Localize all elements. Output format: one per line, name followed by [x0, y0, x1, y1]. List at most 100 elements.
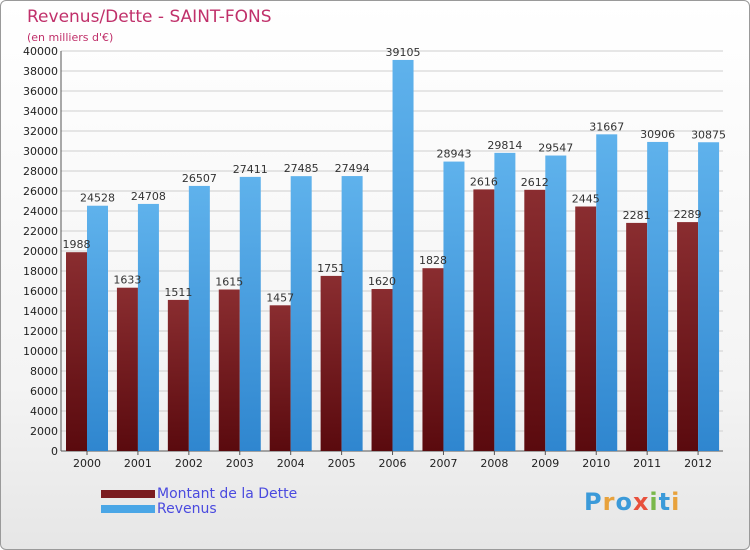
data-label-revenus-2003: 27411 — [233, 163, 268, 176]
bar-revenus-2009 — [545, 155, 567, 451]
bar-dette-2004 — [269, 305, 291, 451]
data-label-dette-2001: 1633 — [113, 274, 141, 287]
legend-swatch-dette — [101, 490, 155, 498]
x-tick-label-2007: 2007 — [429, 457, 457, 470]
bar-revenus-2010 — [596, 134, 618, 451]
bar-revenus-2001 — [137, 203, 159, 451]
y-tick-label: 28000 — [23, 165, 58, 178]
y-tick-label: 22000 — [23, 225, 58, 238]
bar-dette-2006 — [371, 289, 393, 451]
bar-revenus-2006 — [392, 59, 414, 451]
bar-dette-2009 — [524, 189, 546, 452]
bar-revenus-2008 — [494, 152, 516, 452]
y-tick-label: 2000 — [30, 425, 58, 438]
data-label-revenus-2001: 24708 — [131, 190, 166, 203]
chart-subtitle: (en milliers d'€) — [27, 31, 114, 44]
bar-dette-2001 — [116, 287, 138, 451]
bar-dette-2008 — [473, 189, 495, 451]
legend-label-revenus: Revenus — [157, 501, 217, 517]
logo-letter: i — [671, 488, 681, 516]
y-tick-label: 20000 — [23, 245, 58, 258]
logo-letter: x — [632, 488, 650, 516]
data-label-revenus-2008: 29814 — [487, 139, 522, 152]
data-label-revenus-2002: 26507 — [182, 172, 217, 185]
bar-revenus-2012 — [698, 142, 720, 451]
y-tick-label: 18000 — [23, 265, 58, 278]
x-axis: 2000 2001 2002 2003 2004 2005 2006 2007 2008 2009… — [73, 451, 712, 470]
data-label-dette-2007: 1828 — [419, 254, 447, 267]
bar-revenus-2002 — [188, 185, 210, 451]
x-tick-label-2002: 2002 — [175, 457, 203, 470]
bar-dette-2011 — [626, 222, 648, 451]
x-tick-label-2009: 2009 — [531, 457, 559, 470]
bar-dette-2005 — [320, 275, 342, 451]
x-tick-label-2010: 2010 — [582, 457, 610, 470]
data-label-revenus-2004: 27485 — [284, 162, 319, 175]
bars — [66, 59, 720, 452]
data-label-dette-2003: 1615 — [215, 276, 243, 289]
logo-letter: o — [615, 488, 633, 516]
bar-revenus-2011 — [647, 141, 669, 451]
data-label-revenus-2005: 27494 — [335, 162, 370, 175]
y-tick-label: 16000 — [23, 285, 58, 298]
y-tick-label: 36000 — [23, 85, 58, 98]
data-label-dette-2002: 1511 — [164, 286, 192, 299]
data-labels: 1988 24528 1633 24708 1511 26507 1615 27411 1457… — [63, 46, 727, 304]
x-tick-label-2006: 2006 — [379, 457, 407, 470]
y-tick-label: 34000 — [23, 105, 58, 118]
logo-letter: P — [584, 488, 603, 516]
data-label-dette-2006: 1620 — [368, 275, 396, 288]
data-label-dette-2011: 2281 — [623, 209, 651, 222]
bar-dette-2007 — [422, 268, 444, 451]
y-tick-label: 6000 — [30, 385, 58, 398]
bar-dette-2000 — [66, 252, 87, 451]
bar-dette-2012 — [677, 222, 699, 451]
logo-letter: r — [602, 488, 616, 516]
x-tick-label-2004: 2004 — [277, 457, 305, 470]
logo-letter: i — [649, 488, 659, 516]
x-tick-label-2008: 2008 — [480, 457, 508, 470]
data-label-revenus-2011: 30906 — [640, 128, 675, 141]
bar-revenus-2004 — [290, 176, 312, 451]
y-tick-label: 12000 — [23, 325, 58, 338]
bar-revenus-2000 — [87, 205, 108, 451]
data-label-dette-2012: 2289 — [674, 208, 702, 221]
data-label-revenus-2012: 30875 — [691, 128, 726, 141]
data-label-dette-2009: 2612 — [521, 176, 549, 189]
y-tick-label: 10000 — [23, 345, 58, 358]
data-label-dette-2000: 1988 — [63, 238, 91, 251]
x-tick-label-2001: 2001 — [124, 457, 152, 470]
data-label-dette-2005: 1751 — [317, 262, 345, 275]
x-tick-label-2012: 2012 — [684, 457, 712, 470]
x-tick-label-2005: 2005 — [328, 457, 356, 470]
bar-revenus-2007 — [443, 161, 465, 451]
proxiti-logo: Proxiti — [584, 488, 680, 516]
data-label-revenus-2009: 29547 — [538, 142, 573, 155]
y-tick-label: 30000 — [23, 145, 58, 158]
y-tick-label: 0 — [51, 445, 58, 458]
bar-dette-2010 — [575, 206, 597, 451]
y-tick-label: 38000 — [23, 65, 58, 78]
logo-letter: t — [658, 488, 672, 516]
chart-title: Revenus/Dette - SAINT-FONS — [27, 7, 272, 27]
y-tick-label: 32000 — [23, 125, 58, 138]
y-tick-label: 24000 — [23, 205, 58, 218]
bar-dette-2003 — [218, 289, 240, 451]
legend-label-dette: Montant de la Dette — [157, 486, 298, 502]
x-tick-label-2003: 2003 — [226, 457, 254, 470]
data-label-revenus-2010: 31667 — [589, 120, 624, 133]
bar-chart: 0 2000 4000 6000 8000 10000 12000 14000 16000 180… — [23, 45, 727, 470]
legend-swatch-revenus — [101, 505, 155, 513]
bar-revenus-2003 — [239, 176, 261, 451]
y-tick-label: 14000 — [23, 305, 58, 318]
y-axis: 0 2000 4000 6000 8000 10000 12000 14000 16000 180… — [23, 45, 723, 458]
y-tick-label: 26000 — [23, 185, 58, 198]
y-tick-label: 4000 — [30, 405, 58, 418]
bar-revenus-2005 — [341, 176, 363, 451]
data-label-dette-2010: 2445 — [572, 193, 600, 206]
bar-dette-2002 — [167, 299, 189, 451]
x-tick-label-2000: 2000 — [73, 457, 101, 470]
data-label-revenus-2007: 28943 — [436, 148, 471, 161]
data-label-dette-2004: 1457 — [266, 291, 294, 304]
